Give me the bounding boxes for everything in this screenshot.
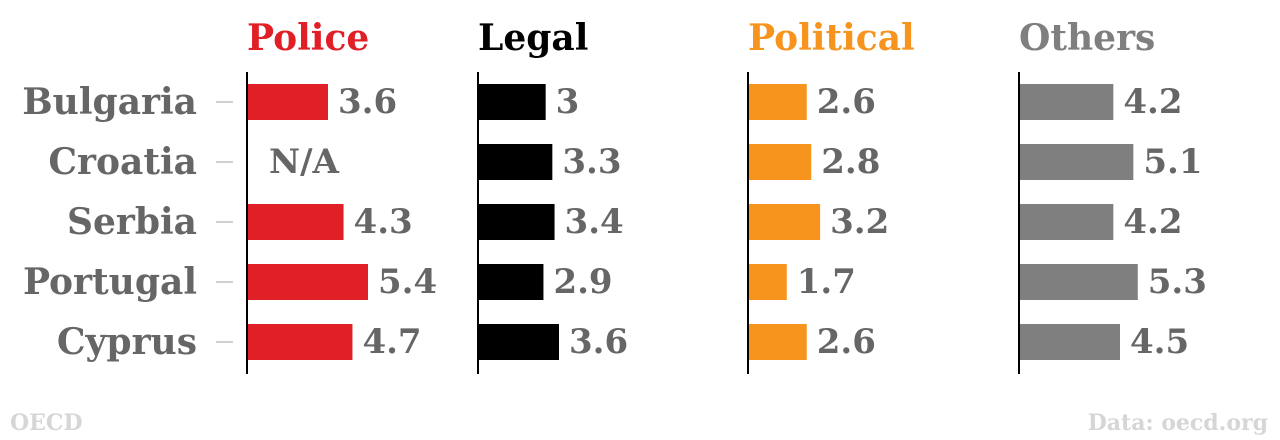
value-label-others: 5.3 bbox=[1148, 262, 1207, 302]
bar-legal bbox=[479, 144, 553, 180]
value-label-political: 2.6 bbox=[817, 322, 876, 362]
bar-others bbox=[1020, 204, 1114, 240]
bar-others bbox=[1020, 84, 1114, 120]
value-label-others: 4.2 bbox=[1123, 202, 1182, 242]
value-label-legal: 3.6 bbox=[569, 322, 628, 362]
bar-political bbox=[749, 84, 807, 120]
value-label-political: 2.6 bbox=[817, 82, 876, 122]
bar-legal bbox=[479, 84, 546, 120]
panel-title-others: Others bbox=[1019, 17, 1155, 59]
value-label-political: 2.8 bbox=[821, 142, 880, 182]
value-label-police: 4.3 bbox=[354, 202, 413, 242]
value-label-political: 3.2 bbox=[830, 202, 889, 242]
bar-police bbox=[248, 84, 328, 120]
panel-title-political: Political bbox=[748, 17, 915, 59]
category-label-portugal: Portugal bbox=[23, 261, 197, 303]
value-label-police: 5.4 bbox=[378, 262, 437, 302]
category-label-serbia: Serbia bbox=[67, 201, 197, 243]
value-label-police: 4.7 bbox=[362, 322, 421, 362]
footer-logo: OECD bbox=[10, 410, 83, 436]
bar-others bbox=[1020, 264, 1138, 300]
bar-police bbox=[248, 264, 368, 300]
panel-title-legal: Legal bbox=[478, 17, 588, 59]
value-label-legal: 3 bbox=[556, 82, 580, 122]
bar-others bbox=[1020, 144, 1134, 180]
category-label-croatia: Croatia bbox=[48, 141, 197, 183]
category-label-bulgaria: Bulgaria bbox=[22, 81, 197, 123]
value-label-others: 4.2 bbox=[1123, 82, 1182, 122]
value-label-others: 4.5 bbox=[1130, 322, 1189, 362]
value-label-legal: 3.3 bbox=[562, 142, 621, 182]
value-label-legal: 2.9 bbox=[553, 262, 612, 302]
bar-political bbox=[749, 204, 821, 240]
bar-legal bbox=[479, 264, 544, 300]
bar-political bbox=[749, 144, 812, 180]
bar-police bbox=[248, 204, 344, 240]
bar-political bbox=[749, 264, 787, 300]
value-label-police: N/A bbox=[269, 142, 339, 182]
bar-legal bbox=[479, 324, 559, 360]
bar-police bbox=[248, 324, 353, 360]
bar-legal bbox=[479, 204, 555, 240]
footer-source: Data: oecd.org bbox=[1087, 410, 1268, 436]
bar-political bbox=[749, 324, 807, 360]
value-label-political: 1.7 bbox=[797, 262, 856, 302]
value-label-others: 5.1 bbox=[1143, 142, 1202, 182]
value-label-police: 3.6 bbox=[338, 82, 397, 122]
value-label-legal: 3.4 bbox=[565, 202, 624, 242]
panel-title-police: Police bbox=[247, 17, 369, 59]
category-label-cyprus: Cyprus bbox=[57, 321, 197, 363]
bar-others bbox=[1020, 324, 1120, 360]
